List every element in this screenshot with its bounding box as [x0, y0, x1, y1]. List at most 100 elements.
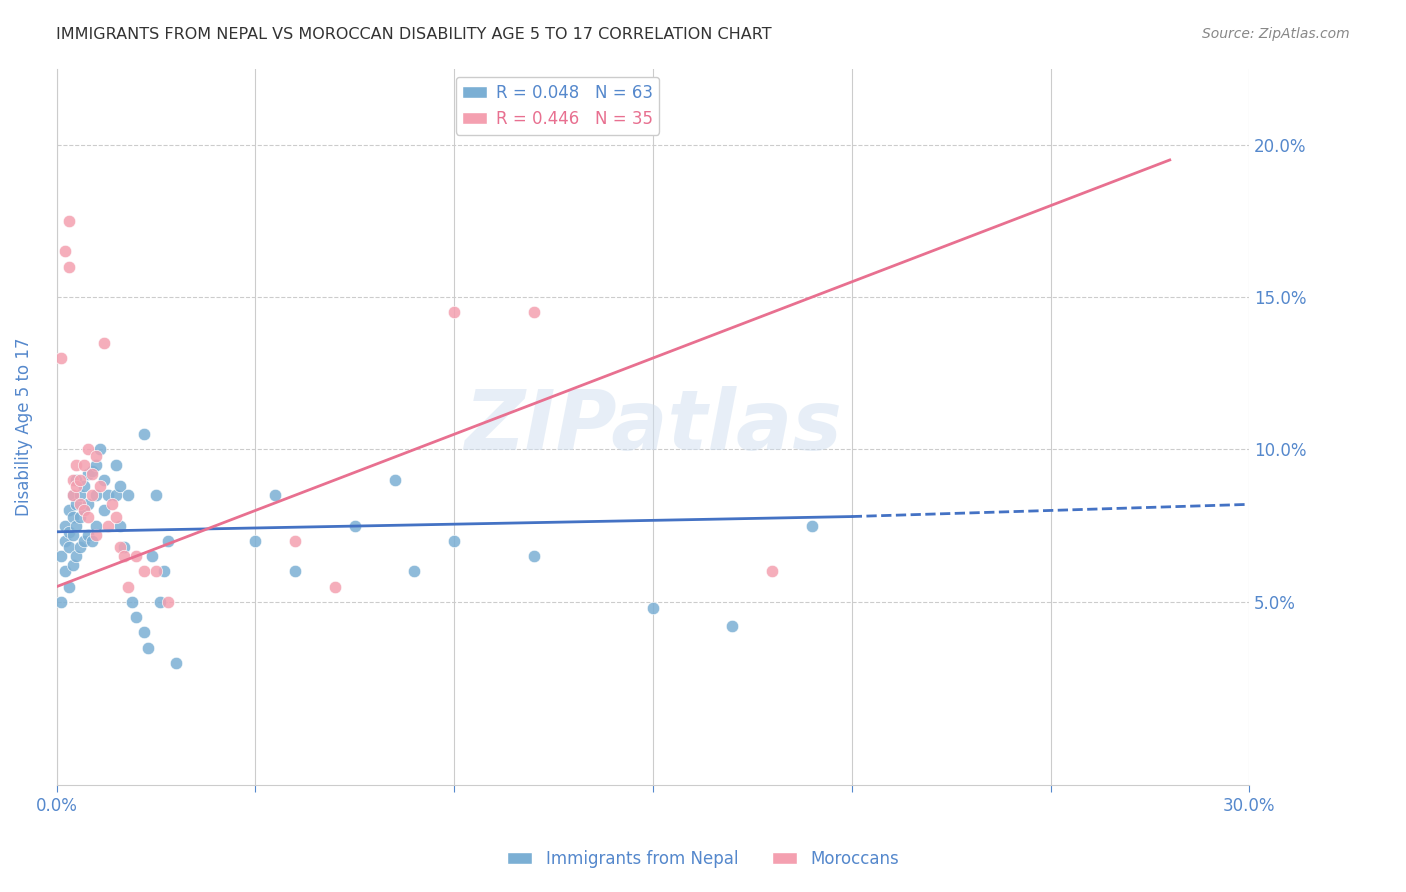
- Point: [82, 464, 104, 478]
- Point: [105, 509, 128, 524]
- Legend: Immigrants from Nepal, Moroccans: Immigrants from Nepal, Moroccans: [501, 844, 905, 875]
- Point: [58, 580, 80, 594]
- Point: [65, 458, 87, 472]
- Point: [110, 540, 132, 554]
- Point: [523, 305, 546, 319]
- Point: [264, 488, 287, 502]
- Point: [77, 442, 100, 457]
- Point: [641, 601, 664, 615]
- Point: [82, 467, 104, 481]
- Point: [105, 458, 128, 472]
- Point: [65, 549, 87, 564]
- Point: [58, 214, 80, 228]
- Point: [284, 565, 307, 579]
- Legend: R = 0.048   N = 63, R = 0.446   N = 35: R = 0.048 N = 63, R = 0.446 N = 35: [456, 77, 659, 135]
- Point: [89, 442, 111, 457]
- Point: [93, 503, 115, 517]
- Point: [58, 524, 80, 539]
- Point: [136, 640, 159, 655]
- Point: [86, 528, 108, 542]
- Point: [62, 473, 84, 487]
- Point: [69, 488, 91, 502]
- Point: [384, 473, 406, 487]
- Point: [49, 549, 72, 564]
- Point: [443, 533, 465, 548]
- Point: [86, 449, 108, 463]
- Point: [62, 509, 84, 524]
- Point: [73, 458, 96, 472]
- Point: [125, 549, 148, 564]
- Point: [101, 497, 124, 511]
- Point: [801, 518, 824, 533]
- Point: [110, 518, 132, 533]
- Point: [49, 351, 72, 365]
- Point: [49, 595, 72, 609]
- Point: [149, 595, 172, 609]
- Point: [761, 565, 783, 579]
- Point: [153, 565, 176, 579]
- Point: [58, 260, 80, 274]
- Point: [141, 549, 163, 564]
- Text: ZIPatlas: ZIPatlas: [464, 386, 842, 467]
- Point: [53, 565, 76, 579]
- Point: [323, 580, 346, 594]
- Point: [97, 518, 120, 533]
- Point: [112, 549, 135, 564]
- Point: [73, 503, 96, 517]
- Point: [93, 335, 115, 350]
- Point: [443, 305, 465, 319]
- Point: [62, 488, 84, 502]
- Point: [86, 518, 108, 533]
- Point: [73, 503, 96, 517]
- Point: [125, 610, 148, 624]
- Point: [69, 509, 91, 524]
- Point: [77, 497, 100, 511]
- Point: [343, 518, 366, 533]
- Text: IMMIGRANTS FROM NEPAL VS MOROCCAN DISABILITY AGE 5 TO 17 CORRELATION CHART: IMMIGRANTS FROM NEPAL VS MOROCCAN DISABI…: [56, 27, 772, 42]
- Point: [117, 488, 139, 502]
- Point: [58, 540, 80, 554]
- Point: [73, 479, 96, 493]
- Point: [89, 479, 111, 493]
- Point: [97, 488, 120, 502]
- Point: [105, 488, 128, 502]
- Point: [58, 503, 80, 517]
- Point: [77, 528, 100, 542]
- Point: [69, 473, 91, 487]
- Point: [117, 580, 139, 594]
- Point: [69, 540, 91, 554]
- Point: [69, 497, 91, 511]
- Point: [82, 488, 104, 502]
- Point: [145, 565, 167, 579]
- Point: [62, 558, 84, 573]
- Point: [77, 509, 100, 524]
- Point: [62, 528, 84, 542]
- Point: [93, 473, 115, 487]
- Point: [284, 533, 307, 548]
- Point: [65, 473, 87, 487]
- Point: [65, 518, 87, 533]
- Point: [121, 595, 143, 609]
- Point: [132, 625, 155, 640]
- Y-axis label: Disability Age 5 to 17: Disability Age 5 to 17: [15, 337, 32, 516]
- Point: [86, 488, 108, 502]
- Point: [73, 533, 96, 548]
- Point: [523, 549, 546, 564]
- Point: [65, 497, 87, 511]
- Point: [77, 467, 100, 481]
- Point: [82, 533, 104, 548]
- Point: [53, 533, 76, 548]
- Point: [156, 595, 179, 609]
- Point: [404, 565, 426, 579]
- Point: [145, 488, 167, 502]
- Point: [65, 479, 87, 493]
- Point: [132, 427, 155, 442]
- Text: Source: ZipAtlas.com: Source: ZipAtlas.com: [1202, 27, 1350, 41]
- Point: [62, 488, 84, 502]
- Point: [110, 479, 132, 493]
- Point: [86, 458, 108, 472]
- Point: [112, 540, 135, 554]
- Point: [132, 565, 155, 579]
- Point: [165, 656, 187, 670]
- Point: [245, 533, 267, 548]
